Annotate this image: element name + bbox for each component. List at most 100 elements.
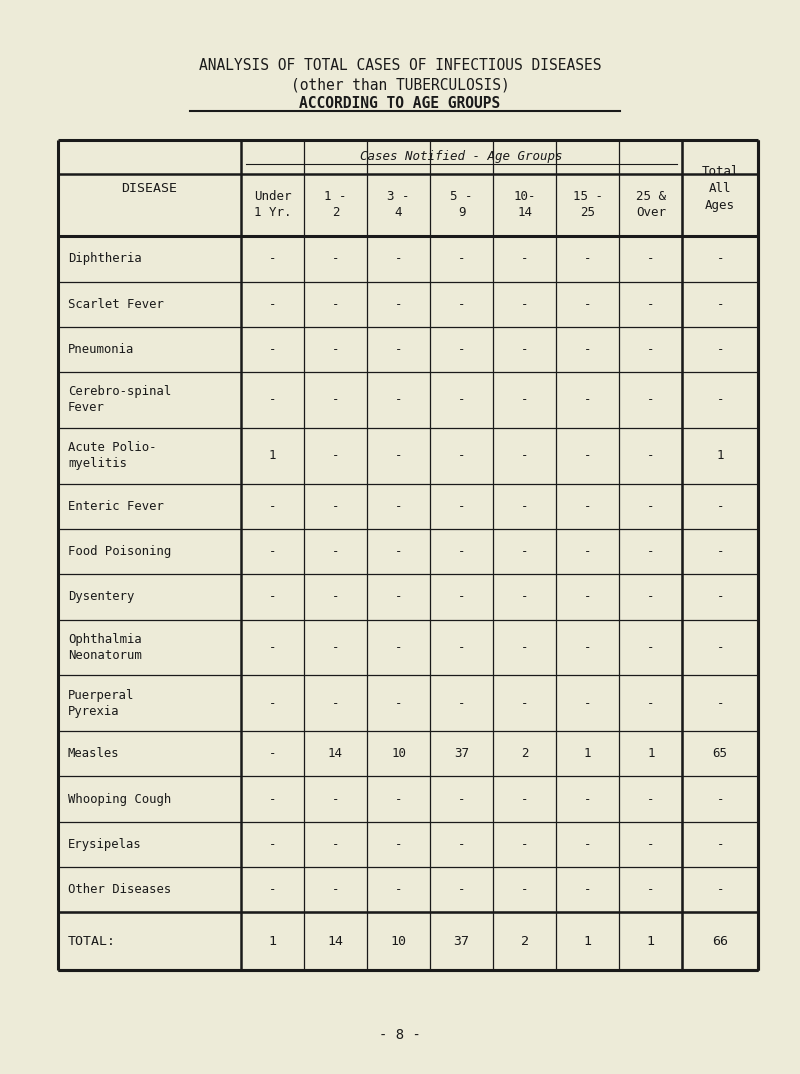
Text: -: - <box>584 449 591 462</box>
Text: -: - <box>458 641 466 654</box>
Text: -: - <box>394 591 402 604</box>
Text: 14: 14 <box>327 934 343 947</box>
Text: -: - <box>458 343 466 355</box>
Text: -: - <box>584 499 591 513</box>
Text: -: - <box>647 793 654 806</box>
Text: -: - <box>269 297 276 310</box>
Text: -: - <box>521 793 529 806</box>
Text: Ophthalmia
Neonatorum: Ophthalmia Neonatorum <box>68 633 142 662</box>
Text: 1: 1 <box>584 748 591 760</box>
Text: -: - <box>521 591 529 604</box>
Text: -: - <box>647 252 654 265</box>
Text: -: - <box>394 297 402 310</box>
Text: -: - <box>717 297 724 310</box>
Text: -: - <box>394 793 402 806</box>
Text: 3 -
4: 3 - 4 <box>387 190 410 219</box>
Text: 1 -
2: 1 - 2 <box>324 190 346 219</box>
Text: 1: 1 <box>584 934 592 947</box>
Text: -: - <box>717 838 724 851</box>
Text: -: - <box>394 343 402 355</box>
Text: -: - <box>647 697 654 710</box>
Text: -: - <box>647 343 654 355</box>
Text: Puerperal
Pyrexia: Puerperal Pyrexia <box>68 688 134 717</box>
Text: -: - <box>584 297 591 310</box>
Text: -: - <box>458 591 466 604</box>
Text: -: - <box>332 793 339 806</box>
Text: -: - <box>647 393 654 406</box>
Text: -: - <box>332 546 339 558</box>
Text: (other than TUBERCULOSIS): (other than TUBERCULOSIS) <box>290 77 510 92</box>
Text: Measles: Measles <box>68 748 120 760</box>
Text: -: - <box>521 449 529 462</box>
Text: -: - <box>332 297 339 310</box>
Text: -: - <box>521 252 529 265</box>
Text: Cases Notified - Age Groups: Cases Notified - Age Groups <box>360 150 563 163</box>
Text: -: - <box>458 697 466 710</box>
Text: Scarlet Fever: Scarlet Fever <box>68 297 164 310</box>
Text: -: - <box>458 499 466 513</box>
Text: 10-
14: 10- 14 <box>514 190 536 219</box>
Text: -: - <box>332 641 339 654</box>
Text: -: - <box>584 393 591 406</box>
Text: Other Diseases: Other Diseases <box>68 883 171 896</box>
Text: -: - <box>717 641 724 654</box>
Text: -: - <box>717 883 724 896</box>
Text: -: - <box>269 393 276 406</box>
Text: -: - <box>394 252 402 265</box>
Text: -: - <box>647 546 654 558</box>
Text: -: - <box>332 697 339 710</box>
Text: -: - <box>521 546 529 558</box>
Text: -: - <box>269 546 276 558</box>
Text: -: - <box>584 641 591 654</box>
Text: -: - <box>458 546 466 558</box>
Text: DISEASE: DISEASE <box>122 182 178 194</box>
Text: 15 -
25: 15 - 25 <box>573 190 602 219</box>
Text: -: - <box>521 883 529 896</box>
Text: -: - <box>521 297 529 310</box>
Text: -: - <box>521 641 529 654</box>
Text: ANALYSIS OF TOTAL CASES OF INFECTIOUS DISEASES: ANALYSIS OF TOTAL CASES OF INFECTIOUS DI… <box>198 58 602 73</box>
Text: -: - <box>458 297 466 310</box>
Text: 65: 65 <box>713 748 728 760</box>
Text: 1: 1 <box>647 748 654 760</box>
Text: -: - <box>717 252 724 265</box>
Text: -: - <box>717 697 724 710</box>
Text: -: - <box>584 793 591 806</box>
Text: -: - <box>584 252 591 265</box>
Text: 1: 1 <box>269 449 276 462</box>
Text: 37: 37 <box>454 934 470 947</box>
Text: -: - <box>332 252 339 265</box>
Text: -: - <box>647 591 654 604</box>
Text: -: - <box>332 883 339 896</box>
Text: 66: 66 <box>712 934 728 947</box>
Text: -: - <box>332 591 339 604</box>
Text: -: - <box>332 499 339 513</box>
Text: -: - <box>647 499 654 513</box>
Text: -: - <box>458 449 466 462</box>
Text: 2: 2 <box>521 748 529 760</box>
Text: -: - <box>394 838 402 851</box>
Text: -: - <box>269 838 276 851</box>
Text: -: - <box>647 883 654 896</box>
Text: Erysipelas: Erysipelas <box>68 838 142 851</box>
Text: -: - <box>584 343 591 355</box>
Text: 37: 37 <box>454 748 469 760</box>
Text: -: - <box>717 591 724 604</box>
Text: Pneumonia: Pneumonia <box>68 343 134 355</box>
Text: ACCORDING TO AGE GROUPS: ACCORDING TO AGE GROUPS <box>299 96 501 111</box>
Text: -: - <box>394 883 402 896</box>
Text: -: - <box>521 499 529 513</box>
Text: -: - <box>269 252 276 265</box>
Text: TOTAL:: TOTAL: <box>68 934 116 947</box>
Text: Under
1 Yr.: Under 1 Yr. <box>254 190 291 219</box>
Text: -: - <box>269 697 276 710</box>
Text: Acute Polio-
myelitis: Acute Polio- myelitis <box>68 441 157 470</box>
Text: -: - <box>332 393 339 406</box>
Text: Food Poisoning: Food Poisoning <box>68 546 171 558</box>
Text: 10: 10 <box>391 748 406 760</box>
Text: -: - <box>647 838 654 851</box>
Text: 1: 1 <box>646 934 654 947</box>
Text: Dysentery: Dysentery <box>68 591 134 604</box>
Text: -: - <box>521 838 529 851</box>
Text: 25 &
Over: 25 & Over <box>636 190 666 219</box>
